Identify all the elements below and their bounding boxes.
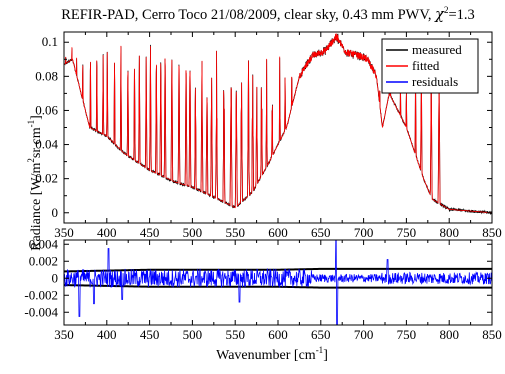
top-ytick-label-0: 0	[52, 205, 59, 220]
top-xtick-label-450: 450	[140, 225, 160, 240]
legend-label-measured: measured	[412, 42, 462, 57]
bot-xtick-label-400: 400	[97, 327, 117, 342]
bot-xtick-label-650: 650	[311, 327, 331, 342]
top-ytick-label-0.04: 0.04	[35, 137, 58, 152]
top-xtick-label-700: 700	[354, 225, 374, 240]
spectrum-ticks: 350 400 450 500 550 600 650 700 750 800 850 0 0.02 0.…	[35, 32, 502, 240]
noise-envelope-lower	[63, 284, 492, 289]
chart-title: REFIR-PAD, Cerro Toco 21/08/2009, clear …	[61, 5, 475, 23]
bot-ytick-label-0: 0	[52, 270, 59, 285]
bot-ytick-label-0.004: 0.004	[29, 236, 59, 251]
bot-xtick-label-600: 600	[268, 327, 288, 342]
top-xtick-label-400: 400	[97, 225, 117, 240]
legend-label-fitted: fitted	[412, 58, 440, 73]
top-ytick-label-0.08: 0.08	[35, 68, 58, 83]
spectrum-series	[63, 32, 493, 216]
top-xtick-label-750: 750	[397, 225, 417, 240]
bot-xtick-label-450: 450	[140, 327, 160, 342]
noise-envelope-upper	[63, 267, 492, 273]
bot-xtick-label-700: 700	[354, 327, 374, 342]
top-xtick-label-850: 850	[482, 225, 502, 240]
top-xtick-label-350: 350	[54, 225, 74, 240]
bot-xtick-label-750: 750	[397, 327, 417, 342]
spectrum-panel: 350 400 450 500 550 600 650 700 750 800 850 0 0.02 0.…	[35, 31, 502, 240]
bot-ytick-label-0.002: 0.002	[29, 253, 58, 268]
y-axis-label: Radiance [W/m2sr cm-1]	[26, 115, 44, 251]
bot-xtick-label-800: 800	[439, 327, 459, 342]
spectrum-frame	[63, 31, 493, 224]
residuals-ticks: 350 400 450 500 550 600 650 700 750 800 850 0.004 0.…	[24, 236, 501, 342]
top-xtick-label-600: 600	[268, 225, 288, 240]
residuals-panel: 350 400 450 500 550 600 650 700 750 800 850 0.004 0.…	[24, 236, 501, 342]
bot-xtick-label-350: 350	[54, 327, 74, 342]
top-xtick-label-650: 650	[311, 225, 331, 240]
legend: measured fitted residuals	[381, 38, 479, 94]
bot-xtick-label-850: 850	[482, 327, 502, 342]
bot-ytick-label--0.002: -0.002	[24, 287, 58, 302]
x-axis-label: Wavenumber [cm-1]	[216, 345, 328, 363]
top-xtick-label-800: 800	[439, 225, 459, 240]
residuals-frame	[63, 239, 493, 326]
bot-ytick-label--0.004: -0.004	[24, 304, 58, 319]
top-xtick-label-500: 500	[183, 225, 203, 240]
top-ytick-label-0.06: 0.06	[35, 102, 58, 117]
residuals-series	[63, 239, 493, 326]
series-residuals-line	[63, 239, 493, 326]
legend-label-residuals: residuals	[412, 74, 458, 89]
top-ytick-label-0.1: 0.1	[42, 34, 58, 49]
top-ytick-label-0.02: 0.02	[35, 171, 58, 186]
top-xtick-label-550: 550	[225, 225, 245, 240]
bot-xtick-label-550: 550	[225, 327, 245, 342]
bot-xtick-label-500: 500	[183, 327, 203, 342]
series-fitted-line	[63, 32, 493, 214]
